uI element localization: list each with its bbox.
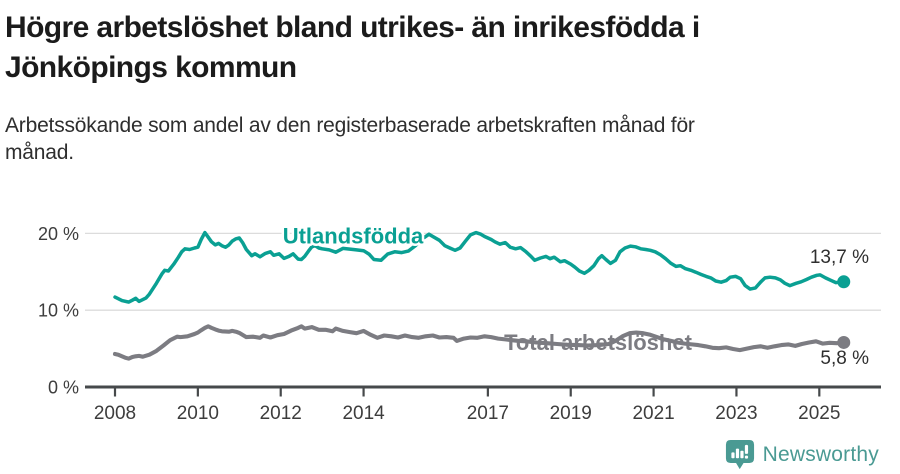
- newsworthy-logo-icon: [725, 440, 754, 470]
- brand-name: Newsworthy: [762, 443, 879, 466]
- x-axis-label-2019: 2019: [550, 403, 592, 424]
- x-axis-label-2017: 2017: [467, 403, 509, 424]
- x-axis-label-2008: 2008: [94, 403, 136, 424]
- subtitle-line-2: månad.: [5, 141, 74, 164]
- series-line-1: [112, 324, 846, 361]
- x-axis-label-2025: 2025: [798, 403, 840, 424]
- y-axis-label-20: 20 %: [38, 224, 79, 244]
- series-end-dot-1: [837, 335, 851, 349]
- x-axis-label-2014: 2014: [342, 403, 385, 424]
- subtitle-line-1: Arbetssökande som andel av den registerb…: [5, 114, 695, 137]
- x-axis-label-2023: 2023: [715, 403, 757, 424]
- brand-footer[interactable]: Newsworthy: [725, 439, 879, 471]
- y-axis-label-10: 10 %: [38, 301, 79, 321]
- title-line-2: Jönköpings kommun: [5, 51, 297, 84]
- chart-header: Högre arbetslöshet bland utrikes- än inr…: [0, 0, 900, 166]
- chart-subtitle: Arbetssökande som andel av den registerb…: [5, 112, 900, 166]
- x-axis-label-2021: 2021: [632, 403, 674, 424]
- x-axis-label-2012: 2012: [260, 403, 302, 424]
- title-line-1: Högre arbetslöshet bland utrikes- än inr…: [5, 11, 700, 44]
- series-end-dot-0: [837, 275, 851, 289]
- series-label-0: Utlandsfödda: [283, 224, 424, 249]
- series-label-1: Total arbetslöshet: [504, 330, 693, 355]
- series-end-value-1: 5,8 %: [820, 348, 869, 369]
- x-axis-label-2010: 2010: [177, 403, 219, 424]
- series-line-0: [113, 230, 846, 304]
- line-chart: 0 % 10 % 20 % 2008 2010 2012 2014 2017 2019 2021 2…: [38, 221, 881, 424]
- y-axis-label-0: 0 %: [48, 378, 79, 398]
- page-title: Högre arbetslöshet bland utrikes- än inr…: [5, 8, 900, 88]
- series-end-value-0: 13,7 %: [810, 247, 869, 268]
